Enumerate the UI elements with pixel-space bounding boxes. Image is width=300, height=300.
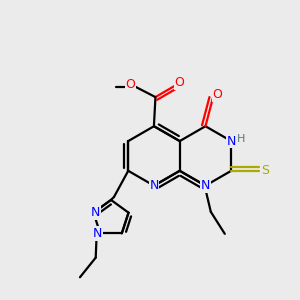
Text: N: N [226,135,236,148]
Text: N: N [149,179,159,192]
Text: H: H [237,134,245,144]
Text: N: N [201,179,210,192]
Text: S: S [261,164,269,177]
Text: O: O [125,78,135,92]
Text: O: O [175,76,184,89]
Text: N: N [91,206,101,219]
Text: N: N [92,227,102,240]
Text: O: O [213,88,223,101]
